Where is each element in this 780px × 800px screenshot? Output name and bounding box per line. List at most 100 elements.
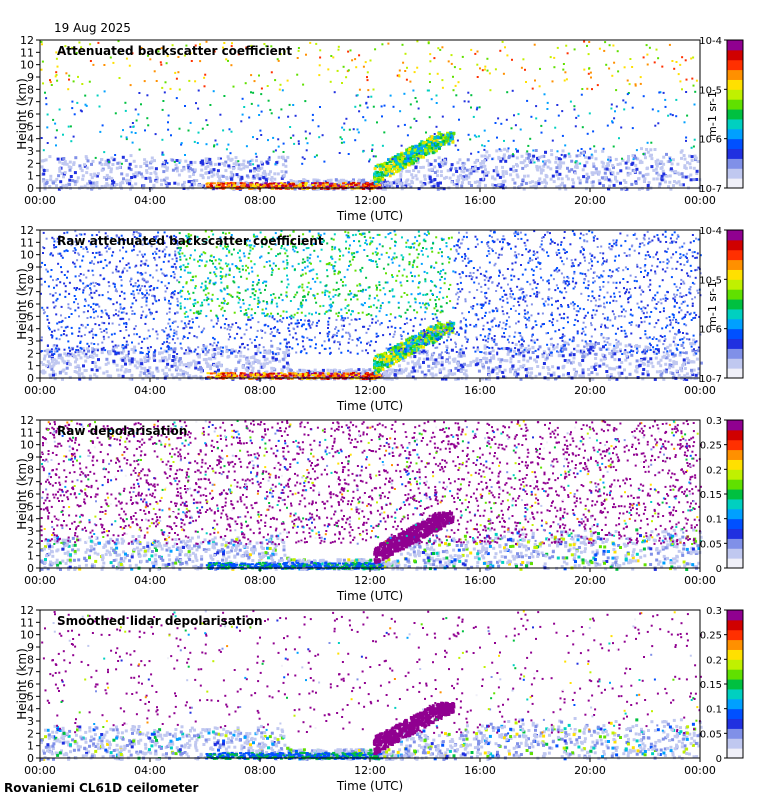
y-tick-label: 8 [27,653,34,666]
y-tick-label: 6 [27,108,34,121]
date-label: 19 Aug 2025 [54,21,131,35]
colorbar-tick-label: 10-5 [699,85,722,96]
colorbar: 10-7 10-6 10-5 10-4 m-1 sr-1 [699,36,744,195]
x-axis-label: Time (UTC) [336,209,403,223]
y-tick-label: 1 [27,740,34,753]
y-axis-label: Height (km) [15,268,29,339]
y-tick-label: 7 [27,476,34,489]
y-tick-label: 9 [27,641,34,654]
y-tick-label: 7 [27,666,34,679]
y-tick-label: 3 [27,525,34,538]
y-tick-label: 11 [20,46,34,59]
x-tick-label: 00:00 [24,384,56,397]
y-axis-label: Height (km) [15,648,29,719]
y-tick-label: 10 [20,629,34,642]
colorbar-tick-label: 0 [716,564,722,575]
y-tick-label: 9 [27,71,34,84]
x-tick-label: 00:00 [684,384,716,397]
heatmap-field [40,610,703,761]
y-tick-label: 6 [27,678,34,691]
colorbar-tick-label: 0.2 [706,655,722,666]
y-tick-label: 3 [27,335,34,348]
y-tick-label: 11 [20,236,34,249]
colorbar-tick-label: 10-4 [699,226,722,237]
y-tick-label: 6 [27,488,34,501]
x-tick-label: 08:00 [244,574,276,587]
y-tick-label: 4 [27,703,34,716]
y-axis-label: Height (km) [15,458,29,529]
panel-title: Raw attenuated backscatter coefficient [57,234,324,248]
heatmap-field [40,230,703,381]
x-tick-label: 16:00 [464,574,496,587]
x-axis-label: Time (UTC) [336,399,403,413]
x-tick-label: 12:00 [354,194,386,207]
y-tick-label: 7 [27,96,34,109]
y-tick-label: 8 [27,273,34,286]
y-tick-label: 5 [27,500,34,513]
y-tick-label: 2 [27,157,34,170]
x-tick-label: 20:00 [574,194,606,207]
y-tick-label: 5 [27,310,34,323]
x-axis-label: Time (UTC) [336,779,403,793]
y-tick-label: 10 [20,439,34,452]
colorbar-unit-label: m-1 sr-1 [706,281,719,327]
x-tick-label: 00:00 [24,574,56,587]
x-tick-label: 08:00 [244,194,276,207]
colorbar: 0 0.05 0.1 0.15 0.2 0.25 0.3 [700,606,744,765]
y-tick-label: 6 [27,298,34,311]
colorbar-tick-label: 10-4 [699,36,722,47]
y-tick-label: 11 [20,616,34,629]
y-axis-label: Height (km) [15,78,29,149]
colorbar-unit-label: m-1 sr-1 [706,91,719,137]
y-tick-label: 12 [20,224,34,237]
colorbar-tick-label: 10-6 [699,135,722,146]
y-tick-label: 10 [20,249,34,262]
x-tick-label: 20:00 [574,384,606,397]
y-tick-label: 10 [20,59,34,72]
y-tick-label: 1 [27,360,34,373]
x-axis-label: Time (UTC) [336,589,403,603]
colorbar-tick-label: 0 [716,754,722,765]
y-tick-label: 2 [27,537,34,550]
x-tick-label: 08:00 [244,764,276,777]
y-tick-label: 2 [27,347,34,360]
y-tick-label: 5 [27,690,34,703]
heatmap-field [40,420,703,571]
x-tick-label: 16:00 [464,194,496,207]
y-tick-label: 7 [27,286,34,299]
instrument-label: Rovaniemi CL61D ceilometer [4,781,199,795]
panel-title: Attenuated backscatter coefficient [57,44,292,58]
y-tick-label: 4 [27,133,34,146]
colorbar-tick-label: 0.05 [700,539,722,550]
y-tick-label: 4 [27,513,34,526]
colorbar-tick-label: 0.2 [706,465,722,476]
y-tick-label: 9 [27,261,34,274]
y-tick-label: 4 [27,323,34,336]
colorbar-tick-label: 10-7 [699,184,722,195]
colorbar-tick-label: 0.25 [700,441,722,452]
colorbar-tick-label: 0.1 [706,705,722,716]
y-tick-label: 1 [27,550,34,563]
y-tick-label: 8 [27,83,34,96]
colorbar-tick-label: 10-6 [699,325,722,336]
x-tick-label: 04:00 [134,764,166,777]
y-tick-label: 12 [20,34,34,47]
y-tick-label: 9 [27,451,34,464]
y-tick-label: 3 [27,145,34,158]
y-tick-label: 12 [20,414,34,427]
colorbar: 0 0.05 0.1 0.15 0.2 0.25 0.3 [700,416,744,575]
x-tick-label: 20:00 [574,574,606,587]
y-tick-label: 0 [27,752,34,765]
x-tick-label: 12:00 [354,574,386,587]
panel-title: Smoothed lidar depolarisation [57,614,263,628]
y-tick-label: 5 [27,120,34,133]
x-tick-label: 00:00 [684,574,716,587]
x-tick-label: 16:00 [464,764,496,777]
colorbar-tick-label: 0.3 [706,416,722,427]
colorbar-tick-label: 10-7 [699,374,722,385]
colorbar-tick-label: 10-5 [699,275,722,286]
y-tick-label: 0 [27,182,34,195]
colorbar: 10-7 10-6 10-5 10-4 m-1 sr-1 [699,226,744,385]
